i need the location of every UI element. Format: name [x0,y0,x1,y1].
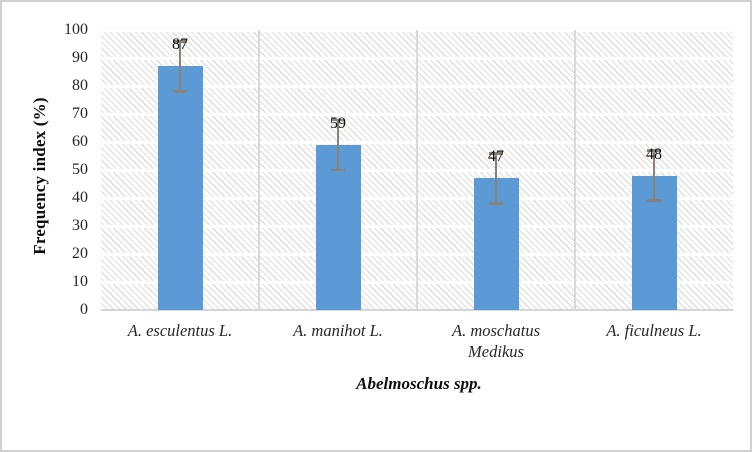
error-bar-line [336,119,340,170]
error-bar-cap-top [173,40,187,43]
error-bar-line [652,150,656,201]
y-tick-label: 10 [72,273,88,290]
error-bar-cap-bottom [331,168,345,171]
y-tick-label: 50 [72,161,88,178]
bar-1 [157,66,203,310]
category-label: A. ficulneus L. [606,321,702,340]
error-bar-line [494,153,498,204]
y-tick-label: 30 [72,217,88,234]
y-tick-label: 100 [64,21,88,38]
category-label: A. moschatus Medikus [452,321,540,361]
bar-value-label: 87 [172,36,188,54]
x-axis-line [101,309,733,311]
y-tick-label: 70 [72,105,88,122]
y-tick-label: 60 [72,133,88,150]
y-tick-label: 40 [72,189,88,206]
category-separator [574,30,576,310]
y-tick-label: 90 [72,49,88,66]
y-tick-label: 0 [80,301,88,318]
y-tick-label: 80 [72,77,88,94]
error-bar-cap-bottom [647,199,661,202]
error-bar-cap-bottom [489,202,503,205]
error-bar-cap-bottom [173,90,187,93]
plot-area: 87 59 47 48 [101,28,733,311]
error-bar-cap-top [331,118,345,122]
category-label: A. manihot L. [293,321,383,340]
error-bar-line [178,41,182,92]
category-separator [258,30,260,310]
category-separator [416,30,418,310]
bar-value-label: 59 [330,114,346,132]
bar-value-label: 48 [646,145,662,163]
x-axis-title: Abelmoschus spp. [356,374,482,393]
y-tick-label: 20 [72,245,88,262]
error-bar-cap-top [647,149,661,152]
bar-value-label: 47 [488,148,504,166]
category-label: A. esculentus L. [127,321,233,340]
bar-2 [315,144,361,310]
error-bar-cap-top [489,152,503,155]
